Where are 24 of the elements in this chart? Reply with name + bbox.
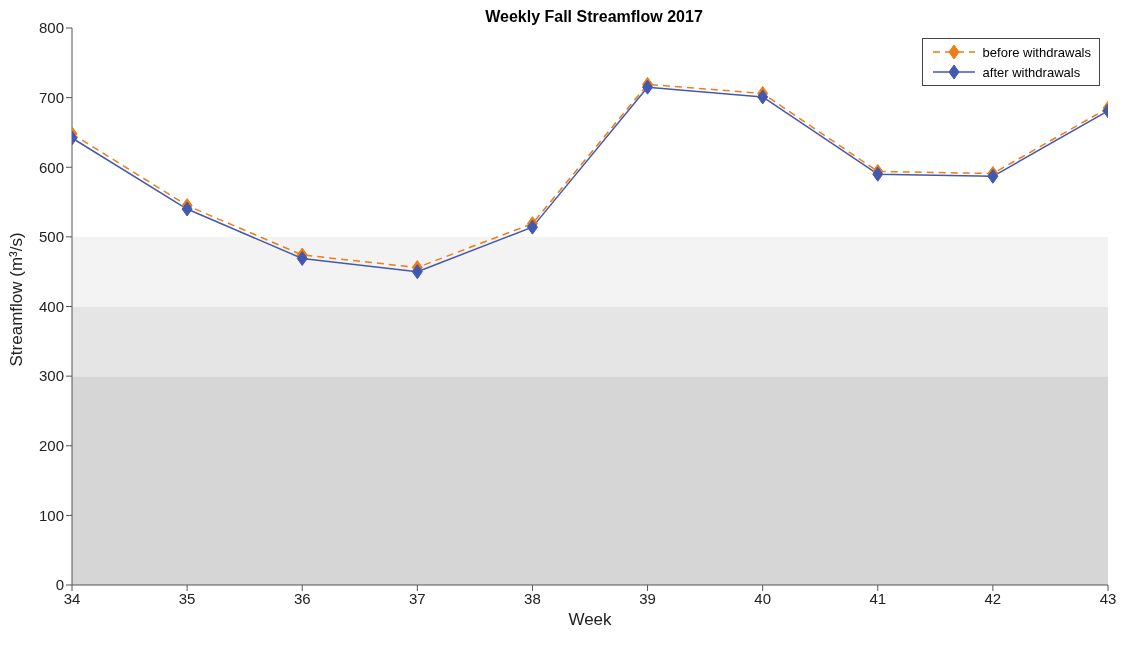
- x-tick-label: 40: [754, 589, 772, 607]
- y-axis-title: Streamflow (m³/s): [7, 232, 27, 367]
- x-tick-label: 41: [869, 589, 887, 607]
- y-tick-label: 100: [38, 506, 64, 524]
- y-tick-label: 300: [38, 367, 64, 385]
- x-tick-label: 43: [1099, 589, 1117, 607]
- y-tick-label: 200: [38, 437, 64, 455]
- chart-title: Weekly Fall Streamflow 2017: [484, 8, 704, 26]
- x-axis-title: Week: [568, 610, 613, 629]
- y-tick-label: 500: [38, 228, 64, 246]
- x-tick-label: 35: [178, 589, 196, 607]
- y-tick-label: 600: [38, 158, 64, 176]
- y-tick-label: 800: [38, 19, 64, 37]
- x-tick-label: 42: [984, 589, 1002, 607]
- legend-label: after withdrawals: [982, 64, 1081, 80]
- legend-label: before withdrawals: [982, 44, 1091, 60]
- x-tick-label: 37: [408, 589, 426, 607]
- x-tick-label: 36: [293, 589, 311, 607]
- y-tick-label: 700: [38, 88, 64, 106]
- x-tick-label: 34: [63, 589, 81, 607]
- x-tick-label: 39: [639, 589, 656, 607]
- y-tick-label: 400: [38, 297, 64, 315]
- y-tick-label: 0: [55, 576, 64, 594]
- x-tick-label: 38: [524, 589, 541, 607]
